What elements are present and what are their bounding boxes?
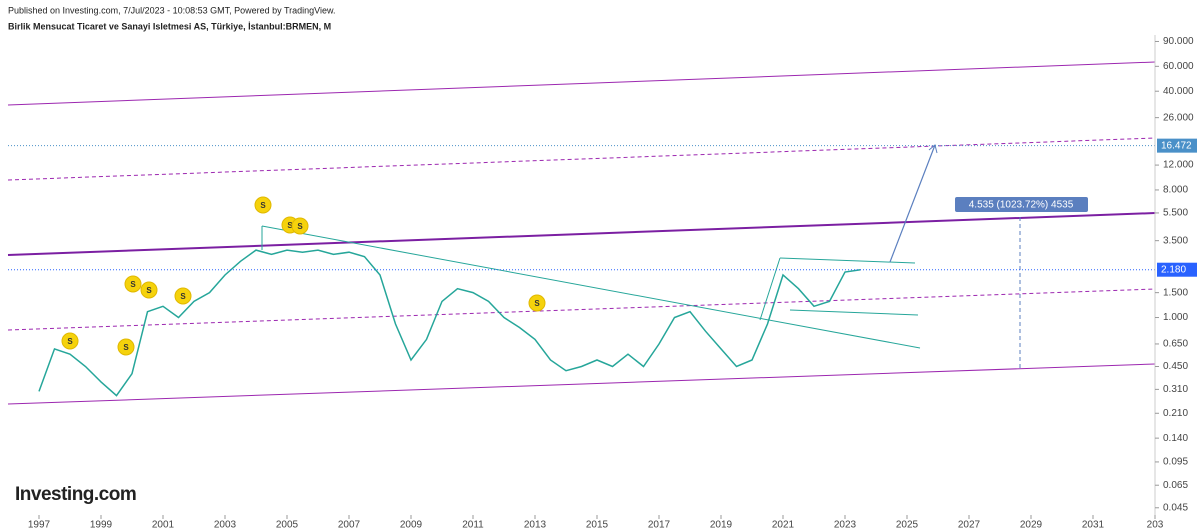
dividend-label: S — [67, 337, 73, 346]
trend-line — [779, 257, 916, 264]
y-tick-label: 12.000 — [1163, 160, 1194, 171]
arrow-head — [928, 144, 938, 154]
price-label: 2.180 — [1161, 264, 1186, 275]
dividend-label: S — [123, 343, 129, 352]
channel-line — [7, 137, 1155, 181]
x-tick-label: 1999 — [90, 520, 113, 531]
trend-line — [759, 257, 781, 321]
x-tick-label: 2013 — [524, 520, 547, 531]
y-tick-label: 60.000 — [1163, 61, 1194, 72]
price-line — [38, 249, 861, 397]
y-tick-label: 0.450 — [1163, 361, 1188, 372]
dividend-label: S — [534, 299, 540, 308]
trend-line — [261, 225, 921, 349]
x-tick-label: 203 — [1147, 520, 1164, 531]
x-tick-label: 2003 — [214, 520, 237, 531]
dividend-marker — [528, 294, 546, 312]
x-tick-label: 1997 — [28, 520, 51, 531]
dividend-label: S — [260, 201, 266, 210]
x-tick-label: 2027 — [958, 520, 981, 531]
y-tick-label: 3.500 — [1163, 235, 1188, 246]
dividend-marker — [254, 196, 272, 214]
dividend-marker — [124, 275, 142, 293]
y-tick-label: 40.000 — [1163, 86, 1194, 97]
x-tick-label: 2011 — [462, 520, 484, 531]
dividend-marker — [61, 332, 79, 350]
dividend-marker — [291, 217, 309, 235]
y-tick-label: 8.000 — [1163, 185, 1188, 196]
dividend-marker — [174, 287, 192, 305]
projection-arrow — [889, 144, 936, 263]
x-tick-label: 2015 — [586, 520, 609, 531]
y-tick-label: 5.500 — [1163, 208, 1188, 219]
x-tick-label: 2029 — [1020, 520, 1043, 531]
x-tick-label: 2005 — [276, 520, 299, 531]
x-tick-label: 2001 — [152, 520, 175, 531]
price-label-box — [1157, 262, 1197, 277]
channel-line — [7, 288, 1155, 331]
x-tick-label: 2017 — [648, 520, 671, 531]
x-tick-label: 2009 — [400, 520, 423, 531]
y-tick-label: 0.065 — [1163, 480, 1188, 491]
dividend-label: S — [297, 222, 303, 231]
dividend-label: S — [287, 221, 293, 230]
y-tick-label: 0.045 — [1163, 502, 1188, 513]
x-tick-label: 2021 — [772, 520, 795, 531]
dividend-marker — [117, 338, 135, 356]
brand-logo: Investing.com — [15, 484, 136, 505]
y-tick-label: 26.000 — [1163, 112, 1194, 123]
channel-line — [7, 363, 1155, 405]
measure-box — [955, 197, 1088, 212]
channel-line — [7, 61, 1155, 106]
dividend-label: S — [130, 280, 136, 289]
x-tick-label: 2025 — [896, 520, 919, 531]
y-tick-label: 0.310 — [1163, 384, 1188, 395]
price-label-box — [1157, 138, 1197, 153]
y-tick-label: 0.140 — [1163, 433, 1188, 444]
y-tick-label: 1.000 — [1163, 312, 1188, 323]
chart-title: Birlik Mensucat Ticaret ve Sanayi Isletm… — [8, 21, 331, 31]
y-tick-label: 0.210 — [1163, 408, 1188, 419]
header: Published on Investing.com, 7/Jul/2023 -… — [8, 5, 336, 15]
y-tick-label: 90.000 — [1163, 36, 1194, 47]
y-tick-label: 0.095 — [1163, 457, 1188, 468]
x-tick-label: 2007 — [338, 520, 361, 531]
dividend-marker — [140, 281, 158, 299]
x-tick-label: 2023 — [834, 520, 857, 531]
trend-line — [789, 309, 919, 316]
y-tick-label: 1.500 — [1163, 287, 1188, 298]
drawings: 4.535 (1023.72%) 4535 — [7, 61, 1155, 405]
channel-line — [7, 212, 1155, 256]
plot: 4.535 (1023.72%) 4535 — [7, 61, 1155, 405]
x-tick-label: 2019 — [710, 520, 733, 531]
price-label: 16.472 — [1161, 140, 1192, 151]
y-tick-label: 0.650 — [1163, 339, 1188, 350]
x-tick-label: 2031 — [1082, 520, 1105, 531]
dividend-label: S — [180, 292, 186, 301]
measure-label: 4.535 (1023.72%) 4535 — [969, 200, 1074, 211]
dividend-label: S — [146, 286, 152, 295]
